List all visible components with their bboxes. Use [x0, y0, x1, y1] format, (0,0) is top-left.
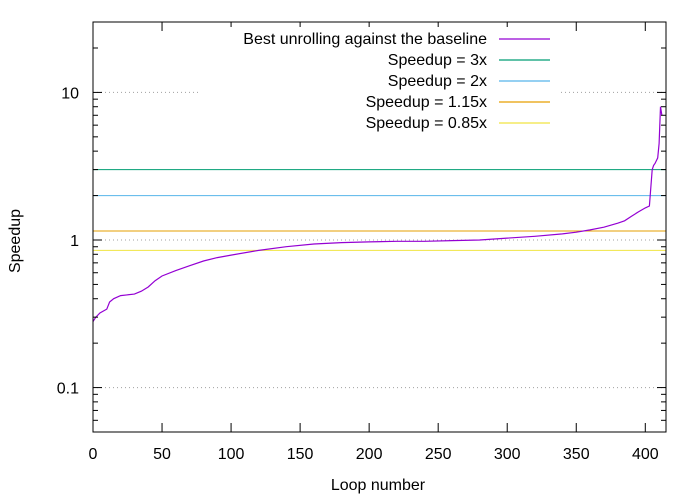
- y-tick-label: 0.1: [57, 381, 79, 398]
- y-tick-label: 1: [70, 233, 79, 250]
- x-tick-label: 400: [632, 446, 659, 463]
- legend-label: Best unrolling against the baseline: [243, 31, 487, 48]
- x-tick-label: 300: [494, 446, 521, 463]
- series-line: [92, 106, 663, 322]
- x-tick-label: 200: [356, 446, 383, 463]
- x-tick-label: 350: [563, 446, 590, 463]
- x-axis-label: Loop number: [331, 477, 426, 494]
- x-tick-label: 150: [287, 446, 314, 463]
- legend-label: Speedup = 2x: [388, 73, 487, 90]
- plot-frame: [92, 21, 667, 433]
- x-tick-label: 250: [425, 446, 452, 463]
- plot-series: [92, 106, 666, 322]
- x-tick-label: 0: [89, 446, 98, 463]
- x-tick-label: 100: [218, 446, 245, 463]
- legend-label: Speedup = 1.15x: [366, 94, 487, 111]
- x-tick-label: 50: [153, 446, 171, 463]
- y-tick-label: 10: [61, 85, 79, 102]
- axes: 0 50 100 150 200 250 300 350 400 0.1 1 10: [57, 21, 667, 463]
- y-axis-label: Speedup: [7, 209, 24, 273]
- legend-label: Speedup = 0.85x: [366, 115, 487, 132]
- legend-background: [200, 27, 560, 133]
- legend: Best unrolling against the baseline Speed…: [200, 27, 560, 133]
- grid-lines: [93, 91, 666, 389]
- legend-label: Speedup = 3x: [388, 52, 487, 69]
